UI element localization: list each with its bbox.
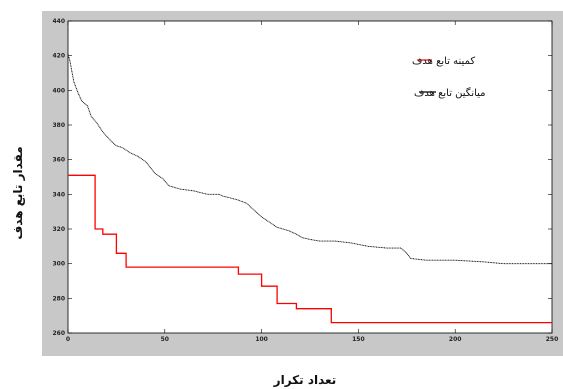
series-line-min	[68, 174, 552, 324]
y-tick-label: 340	[52, 191, 65, 198]
y-tick-label: 260	[52, 330, 65, 337]
x-tick-label: 100	[255, 336, 268, 343]
y-tick-label: 380	[52, 122, 65, 129]
y-axis-title: مقدار تابع هدف	[11, 146, 25, 239]
legend-label-min: کمینه تابع هدف	[412, 56, 475, 67]
y-tick-label: 440	[52, 18, 65, 25]
series-line-avg	[67, 53, 552, 265]
x-axis-title: تعداد تکرار	[273, 373, 337, 387]
y-tick-label: 300	[52, 261, 65, 268]
x-tick-label: 50	[161, 336, 169, 343]
x-tick-label: 200	[449, 336, 462, 343]
x-tick-label: 0	[66, 336, 70, 343]
legend: کمینه تابع هدف میانگین تابع هدف	[412, 56, 486, 99]
legend-label-avg: میانگین تابع هدف	[414, 87, 486, 99]
x-tick-label: 150	[352, 336, 365, 343]
y-tick-label: 400	[52, 87, 65, 94]
y-tick-label: 420	[52, 53, 65, 60]
y-tick-label: 280	[52, 295, 65, 302]
x-tick-label: 250	[546, 336, 559, 343]
x-axis-ticks: 0 50 100 150 200 250	[66, 21, 558, 343]
y-tick-label: 320	[52, 226, 65, 233]
plot-area	[67, 20, 553, 334]
series-layer	[67, 53, 552, 324]
y-tick-label: 360	[52, 157, 65, 164]
